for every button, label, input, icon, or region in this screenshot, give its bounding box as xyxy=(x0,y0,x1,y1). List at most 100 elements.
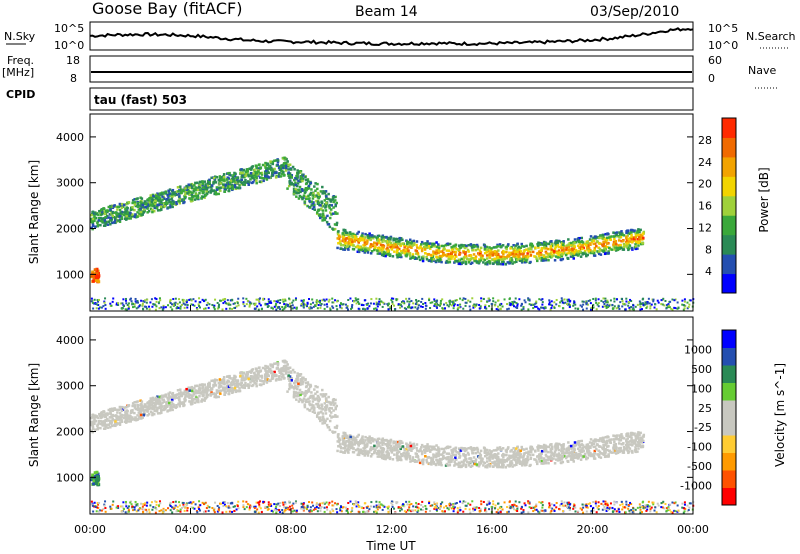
power-cell xyxy=(302,194,306,197)
power-cell xyxy=(462,251,466,254)
power-cell xyxy=(424,251,427,255)
power-cell xyxy=(381,247,385,251)
freq-tick-top: 18 xyxy=(66,54,80,67)
power-cell xyxy=(284,167,288,171)
power-cell xyxy=(274,176,278,179)
power-cell xyxy=(162,306,165,309)
power-cell xyxy=(212,306,215,309)
power-cell xyxy=(583,249,587,253)
velocity-cell xyxy=(310,391,313,394)
power-cell xyxy=(369,302,372,305)
power-cell xyxy=(683,307,686,310)
power-cell xyxy=(200,197,203,200)
velocity-cell xyxy=(234,390,238,394)
velocity-cell xyxy=(526,455,529,458)
power-cell xyxy=(355,237,358,240)
power-cell xyxy=(124,308,127,311)
power-cell xyxy=(554,245,557,249)
power-cell xyxy=(300,188,304,191)
power-cell xyxy=(536,244,540,247)
power-cell xyxy=(518,251,522,255)
velocity-cell xyxy=(426,443,429,446)
velocity-cell xyxy=(578,445,582,449)
power-cell xyxy=(150,200,154,204)
power-cell xyxy=(394,243,397,246)
power-cell xyxy=(621,239,624,243)
velocity-cell xyxy=(171,391,175,395)
power-cell xyxy=(458,253,461,256)
power-cell xyxy=(217,178,221,182)
power-cell xyxy=(294,181,297,185)
power-cell xyxy=(397,303,400,306)
power-cell xyxy=(382,236,385,239)
velocity-cell xyxy=(475,446,479,450)
velocity-cell xyxy=(537,449,540,452)
power-cell xyxy=(468,254,471,257)
power-cell xyxy=(323,303,326,306)
power-cell xyxy=(634,231,637,235)
power-cell xyxy=(637,233,640,237)
power-cell xyxy=(347,236,351,239)
power-cell xyxy=(403,302,406,305)
power-colorbar-label: Power [dB] xyxy=(757,167,771,232)
power-cell xyxy=(427,252,431,256)
power-cell xyxy=(90,297,93,300)
power-cell xyxy=(357,230,360,234)
power-cell xyxy=(410,246,413,249)
power-cell xyxy=(276,163,280,166)
power-cell xyxy=(312,205,316,209)
power-cell xyxy=(158,297,161,300)
power-cell xyxy=(403,252,407,255)
power-cell xyxy=(356,245,359,248)
power-cell xyxy=(370,250,374,253)
power-cell xyxy=(287,165,290,168)
power-cell xyxy=(616,248,620,252)
velocity-cell xyxy=(313,398,317,401)
power-cell xyxy=(547,258,550,262)
velocity-cell xyxy=(436,461,439,465)
power-cell xyxy=(90,217,93,221)
velocity-cell xyxy=(318,398,321,401)
velocity-cell xyxy=(476,448,480,451)
velocity-cell xyxy=(240,385,244,389)
power-cell xyxy=(340,247,343,251)
power-cell xyxy=(235,176,238,180)
power-cell xyxy=(582,246,585,250)
power-cell xyxy=(472,245,476,249)
power-cell xyxy=(473,303,476,306)
power-cell xyxy=(258,302,261,305)
power-cell xyxy=(483,251,487,255)
velocity-cell xyxy=(502,459,506,462)
power-cell xyxy=(119,211,123,215)
power-cell xyxy=(277,172,281,175)
power-cell xyxy=(122,203,126,207)
power-cell xyxy=(262,297,265,300)
power-cell xyxy=(515,244,518,247)
power-cell xyxy=(152,198,155,202)
power-cell xyxy=(219,189,222,192)
power-cell xyxy=(93,272,97,276)
power-cell xyxy=(446,261,450,264)
power-cell xyxy=(433,298,436,301)
power-cell xyxy=(196,196,200,200)
power-cell xyxy=(315,194,319,197)
velocity-cell xyxy=(165,395,168,398)
velocity-cell xyxy=(376,455,380,458)
power-cell xyxy=(614,240,618,243)
power-cell xyxy=(664,299,667,302)
power-cell xyxy=(116,205,119,209)
power-cell xyxy=(604,297,607,300)
power-cell xyxy=(466,248,470,252)
velocity-cell xyxy=(421,462,425,466)
power-cell xyxy=(382,253,385,257)
power-cell xyxy=(638,230,641,234)
velocity-cell xyxy=(410,449,413,452)
velocity-cell xyxy=(320,403,323,406)
power-cell xyxy=(99,216,102,220)
power-cell xyxy=(550,300,553,303)
power-cell xyxy=(662,297,665,300)
power-cell xyxy=(430,260,433,263)
power-cell xyxy=(347,245,351,248)
